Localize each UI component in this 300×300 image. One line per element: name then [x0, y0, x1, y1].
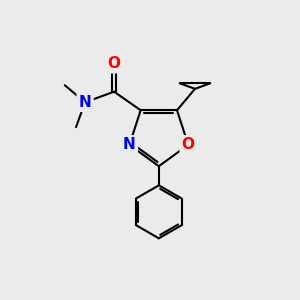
Text: O: O: [108, 56, 121, 71]
Text: N: N: [123, 137, 136, 152]
Text: O: O: [182, 137, 195, 152]
Text: N: N: [79, 95, 92, 110]
